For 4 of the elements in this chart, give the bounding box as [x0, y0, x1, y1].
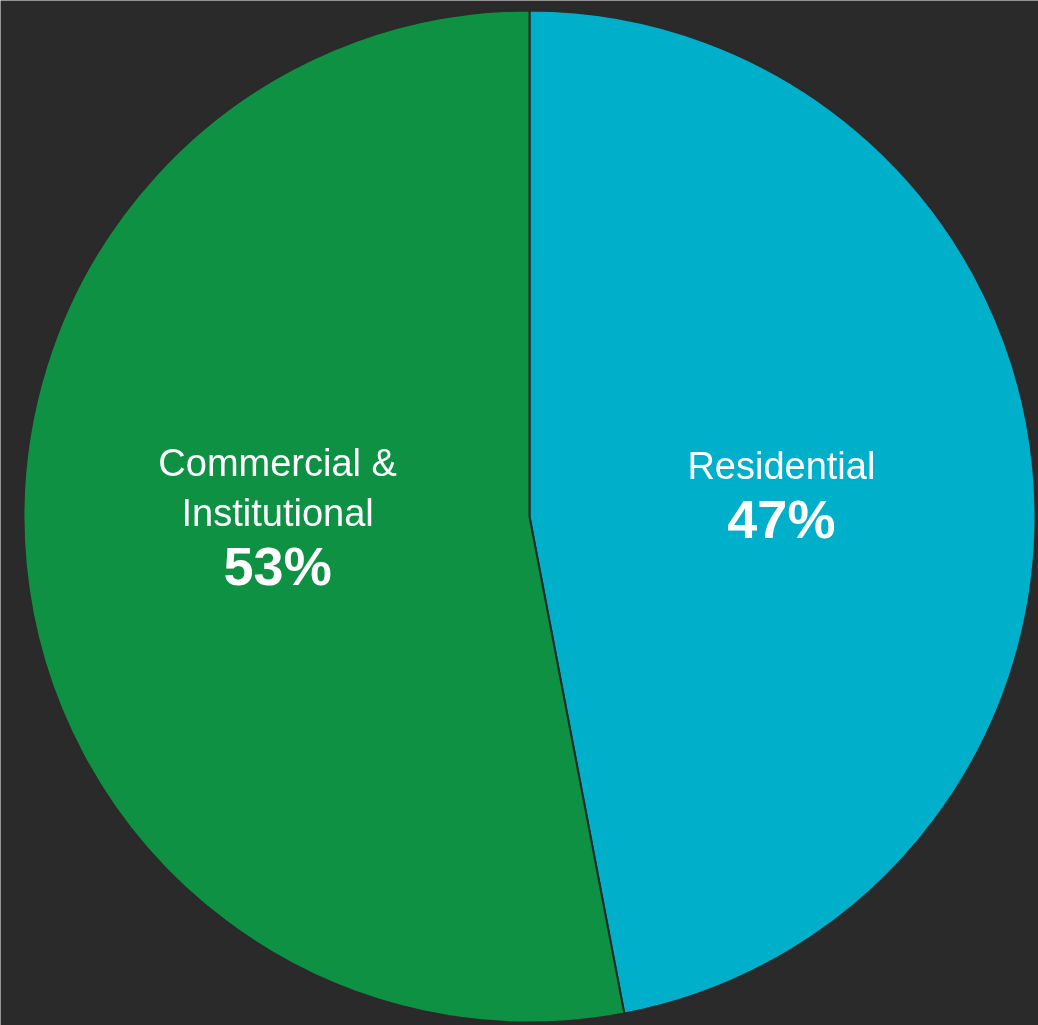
slice-label: Commercial & Institutional [158, 441, 397, 535]
data-label: 47% [727, 488, 836, 549]
slice-label: Residential [687, 444, 876, 487]
data-label: 53% [223, 536, 332, 597]
